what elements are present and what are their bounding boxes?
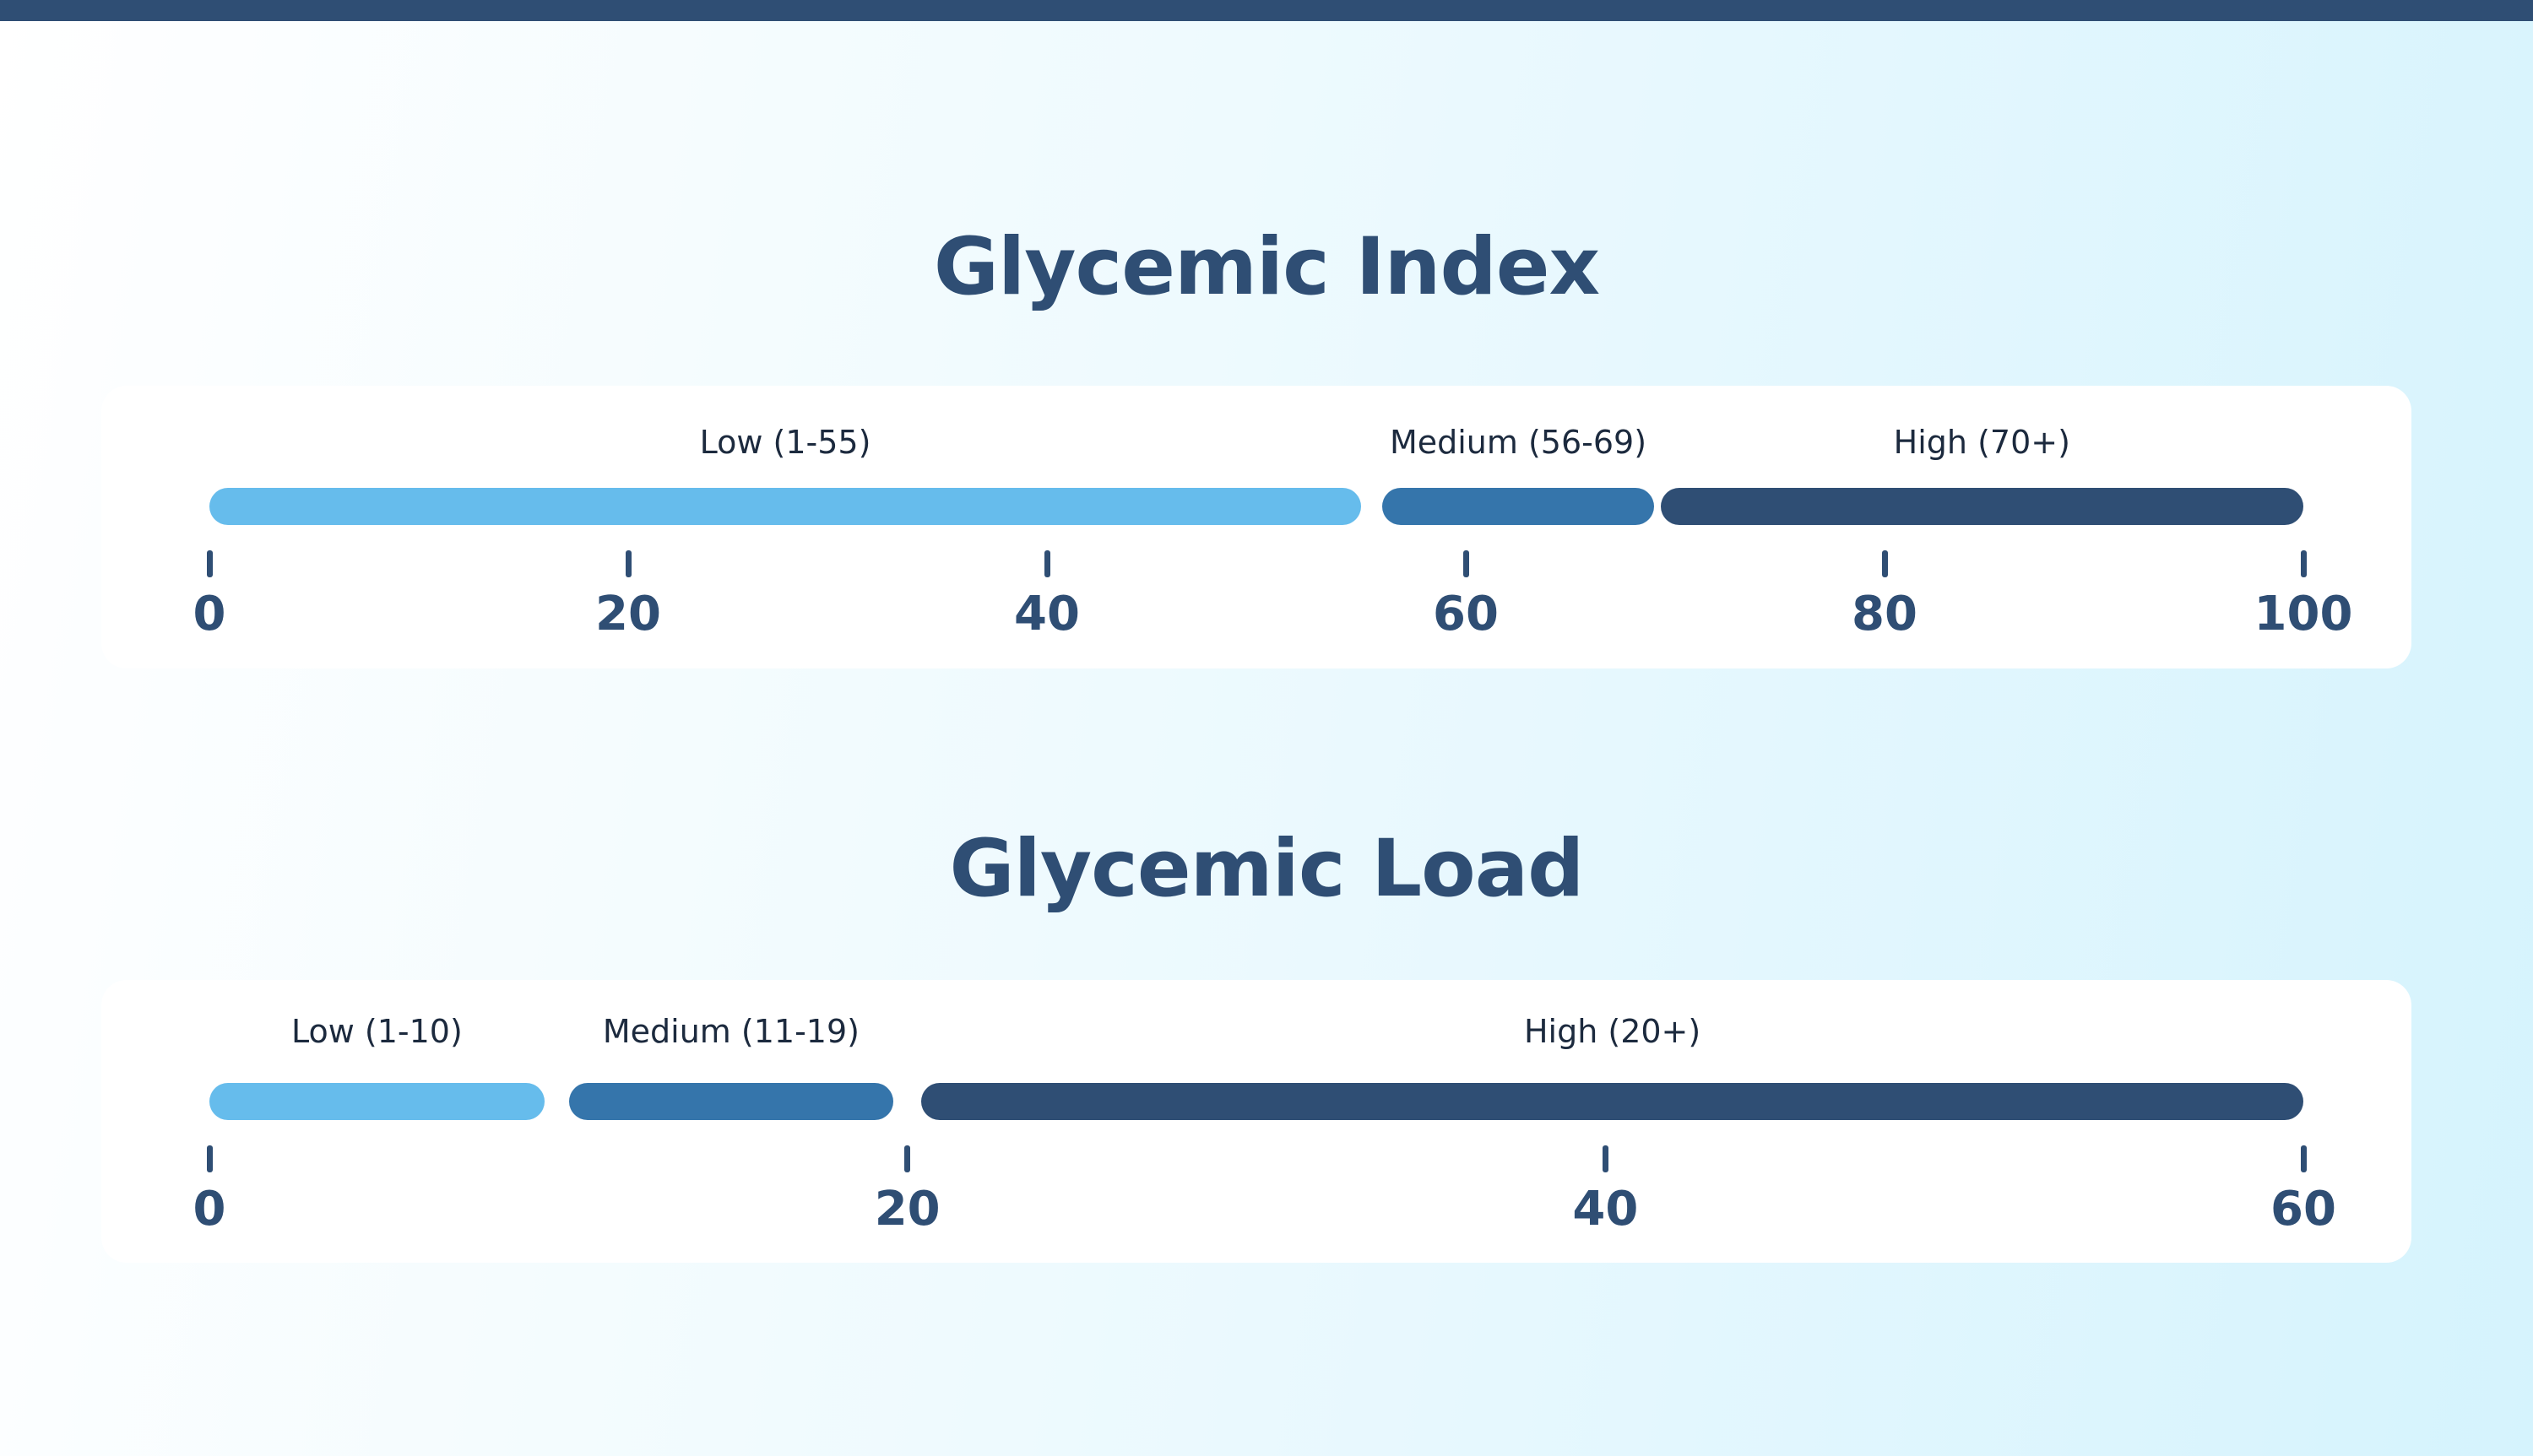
gl-tick-mark-2 xyxy=(1602,1145,1608,1172)
gl-tick-label-1: 20 xyxy=(874,1182,941,1237)
gi-tick-mark-2 xyxy=(1044,550,1050,577)
glycemic-index-title: Glycemic Index xyxy=(933,221,1600,313)
gi-tick-label-5: 100 xyxy=(2254,587,2353,641)
gl-tick-mark-0 xyxy=(206,1145,213,1172)
gi-tick-label-1: 20 xyxy=(595,587,661,641)
gl-segment-bar-2 xyxy=(921,1083,2303,1120)
gl-segment-label-2: High (20+) xyxy=(1523,1013,1701,1050)
gi-segment-label-2: High (70+) xyxy=(1893,424,2070,461)
gl-tick-label-0: 0 xyxy=(193,1182,226,1237)
gl-tick-mark-1 xyxy=(904,1145,911,1172)
gi-segment-bar-1 xyxy=(1381,488,1655,525)
gl-segment-label-1: Medium (11-19) xyxy=(602,1013,860,1050)
top-accent-bar xyxy=(0,0,2533,21)
gi-segment-bar-2 xyxy=(1660,488,2303,525)
gi-tick-label-4: 80 xyxy=(1852,587,1917,641)
glycemic-load-panel xyxy=(101,980,2411,1263)
gi-tick-mark-0 xyxy=(206,550,213,577)
gl-tick-label-2: 40 xyxy=(1572,1182,1639,1237)
gl-segment-bar-1 xyxy=(568,1083,894,1120)
gl-tick-mark-3 xyxy=(2300,1145,2307,1172)
gi-segment-label-0: Low (1-55) xyxy=(699,424,871,461)
gi-tick-label-3: 60 xyxy=(1433,587,1499,641)
gi-tick-label-0: 0 xyxy=(193,587,226,641)
gi-segment-bar-0 xyxy=(209,488,1361,525)
gi-tick-mark-4 xyxy=(1881,550,1888,577)
gi-tick-mark-5 xyxy=(2300,550,2307,577)
gi-tick-mark-1 xyxy=(625,550,632,577)
gl-tick-label-3: 60 xyxy=(2270,1182,2336,1237)
gi-tick-mark-3 xyxy=(1462,550,1469,577)
gi-segment-label-1: Medium (56-69) xyxy=(1389,424,1647,461)
gl-segment-label-0: Low (1-10) xyxy=(290,1013,463,1050)
gl-segment-bar-0 xyxy=(209,1083,545,1120)
glycemic-index-panel xyxy=(101,386,2411,668)
gi-tick-label-2: 40 xyxy=(1014,587,1080,641)
glycemic-load-title: Glycemic Load xyxy=(949,823,1585,915)
